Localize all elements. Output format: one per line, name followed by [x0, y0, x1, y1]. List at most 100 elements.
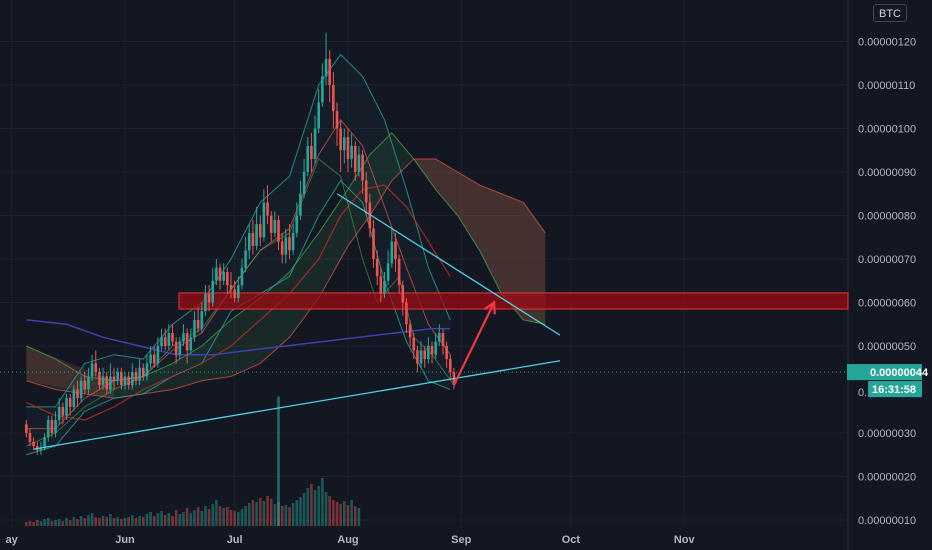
- volume-bar: [310, 484, 313, 526]
- volume-bar: [167, 513, 171, 526]
- volume-bar: [98, 518, 101, 526]
- price-tick-label: 0.00000030: [858, 428, 916, 440]
- volume-bar: [123, 518, 127, 526]
- volume-bars: [25, 396, 361, 526]
- volume-bar: [39, 521, 43, 526]
- candle-body: [306, 145, 310, 172]
- candle-body: [375, 259, 379, 277]
- volume-bar: [35, 520, 39, 526]
- candle-body: [43, 437, 46, 449]
- candle-body: [39, 448, 43, 451]
- volume-bar: [295, 500, 299, 526]
- volume-bar: [141, 517, 145, 526]
- price-tick-label: 0.00000060: [858, 298, 916, 310]
- volume-bar: [145, 514, 149, 526]
- volume-bar: [244, 506, 247, 526]
- candle-body: [145, 363, 149, 377]
- volume-bar: [105, 517, 109, 526]
- candle-body: [405, 302, 408, 325]
- volume-bar: [302, 493, 306, 526]
- candle-body: [332, 85, 335, 112]
- volume-bar: [218, 506, 222, 526]
- candle-body: [357, 154, 361, 172]
- candle-body: [160, 337, 163, 346]
- volume-bar: [127, 517, 130, 526]
- projection-arrow: [452, 302, 496, 386]
- volume-bar: [171, 516, 174, 526]
- volume-bar: [156, 513, 160, 526]
- last-price-label: 0.00000044: [870, 367, 929, 379]
- volume-bar: [229, 510, 233, 526]
- candle-body: [204, 293, 207, 312]
- volume-bar: [226, 507, 229, 526]
- volume-bar: [94, 517, 98, 526]
- price-tick-label: 0.00000050: [858, 341, 916, 353]
- ma-long: [26, 319, 451, 356]
- volume-bar: [83, 518, 87, 526]
- volume-bar: [178, 514, 182, 526]
- candle-body: [123, 376, 127, 386]
- volume-bar: [328, 496, 331, 526]
- candle-body: [379, 276, 383, 294]
- candle-body: [54, 419, 57, 433]
- volume-bar: [343, 501, 346, 526]
- candle-body: [448, 359, 452, 373]
- candlesticks: [25, 32, 456, 455]
- volume-bar: [163, 515, 167, 526]
- volume-bar: [284, 505, 288, 526]
- candle-body: [372, 228, 375, 259]
- volume-bar: [50, 521, 54, 526]
- candle-body: [98, 372, 101, 386]
- candle-body: [427, 346, 430, 360]
- volume-bar: [207, 509, 211, 526]
- time-tick-label: Sep: [451, 534, 471, 546]
- volume-bar: [72, 517, 76, 526]
- resistance-zone: [178, 292, 849, 310]
- volume-bar: [196, 507, 200, 526]
- price-tick-label: 0.00000070: [858, 254, 916, 266]
- last-price-label-bg: [847, 364, 922, 381]
- trendlines: [0, 193, 848, 450]
- countdown-label: 16:31:58: [872, 384, 916, 396]
- candle-body: [353, 145, 357, 172]
- candle-body: [383, 280, 386, 294]
- price-tick-label: 0.00000100: [858, 124, 916, 136]
- candle-body: [196, 319, 200, 329]
- candle-body: [280, 241, 284, 255]
- price-tick-label: 0.00000020: [858, 472, 916, 484]
- countdown-prefix: 0.: [858, 387, 867, 399]
- candle-body: [171, 332, 174, 342]
- candle-body: [226, 272, 229, 286]
- volume-bar: [68, 520, 72, 526]
- volume-bar: [43, 519, 46, 526]
- candle-body: [438, 332, 441, 342]
- volume-bar: [266, 496, 269, 526]
- candle-body: [233, 289, 236, 299]
- cloud-fill-bear: [413, 158, 546, 325]
- candle-body: [185, 332, 189, 351]
- candle-body: [258, 224, 262, 238]
- volume-bar: [237, 512, 240, 526]
- price-tick-label: 0.00000010: [858, 515, 916, 527]
- candle-body: [131, 372, 134, 386]
- volume-bar: [79, 516, 83, 526]
- candle-body: [79, 380, 83, 399]
- volume-bar: [46, 518, 50, 526]
- volume-bar: [222, 508, 225, 526]
- volume-bar: [200, 511, 204, 526]
- candle-body: [247, 232, 251, 251]
- volume-bar: [288, 507, 291, 526]
- currency-badge[interactable]: BTC: [873, 4, 907, 22]
- candle-body: [310, 145, 313, 159]
- candle-body: [207, 293, 211, 303]
- candle-body: [138, 367, 141, 381]
- price-tick-label: 0.00000120: [858, 37, 916, 49]
- volume-bar: [138, 516, 141, 526]
- candle-body: [116, 372, 119, 381]
- volume-bar: [112, 518, 116, 526]
- candle-body: [269, 215, 273, 233]
- volume-bar: [258, 498, 262, 526]
- candle-body: [244, 250, 247, 268]
- candle-body: [291, 232, 295, 251]
